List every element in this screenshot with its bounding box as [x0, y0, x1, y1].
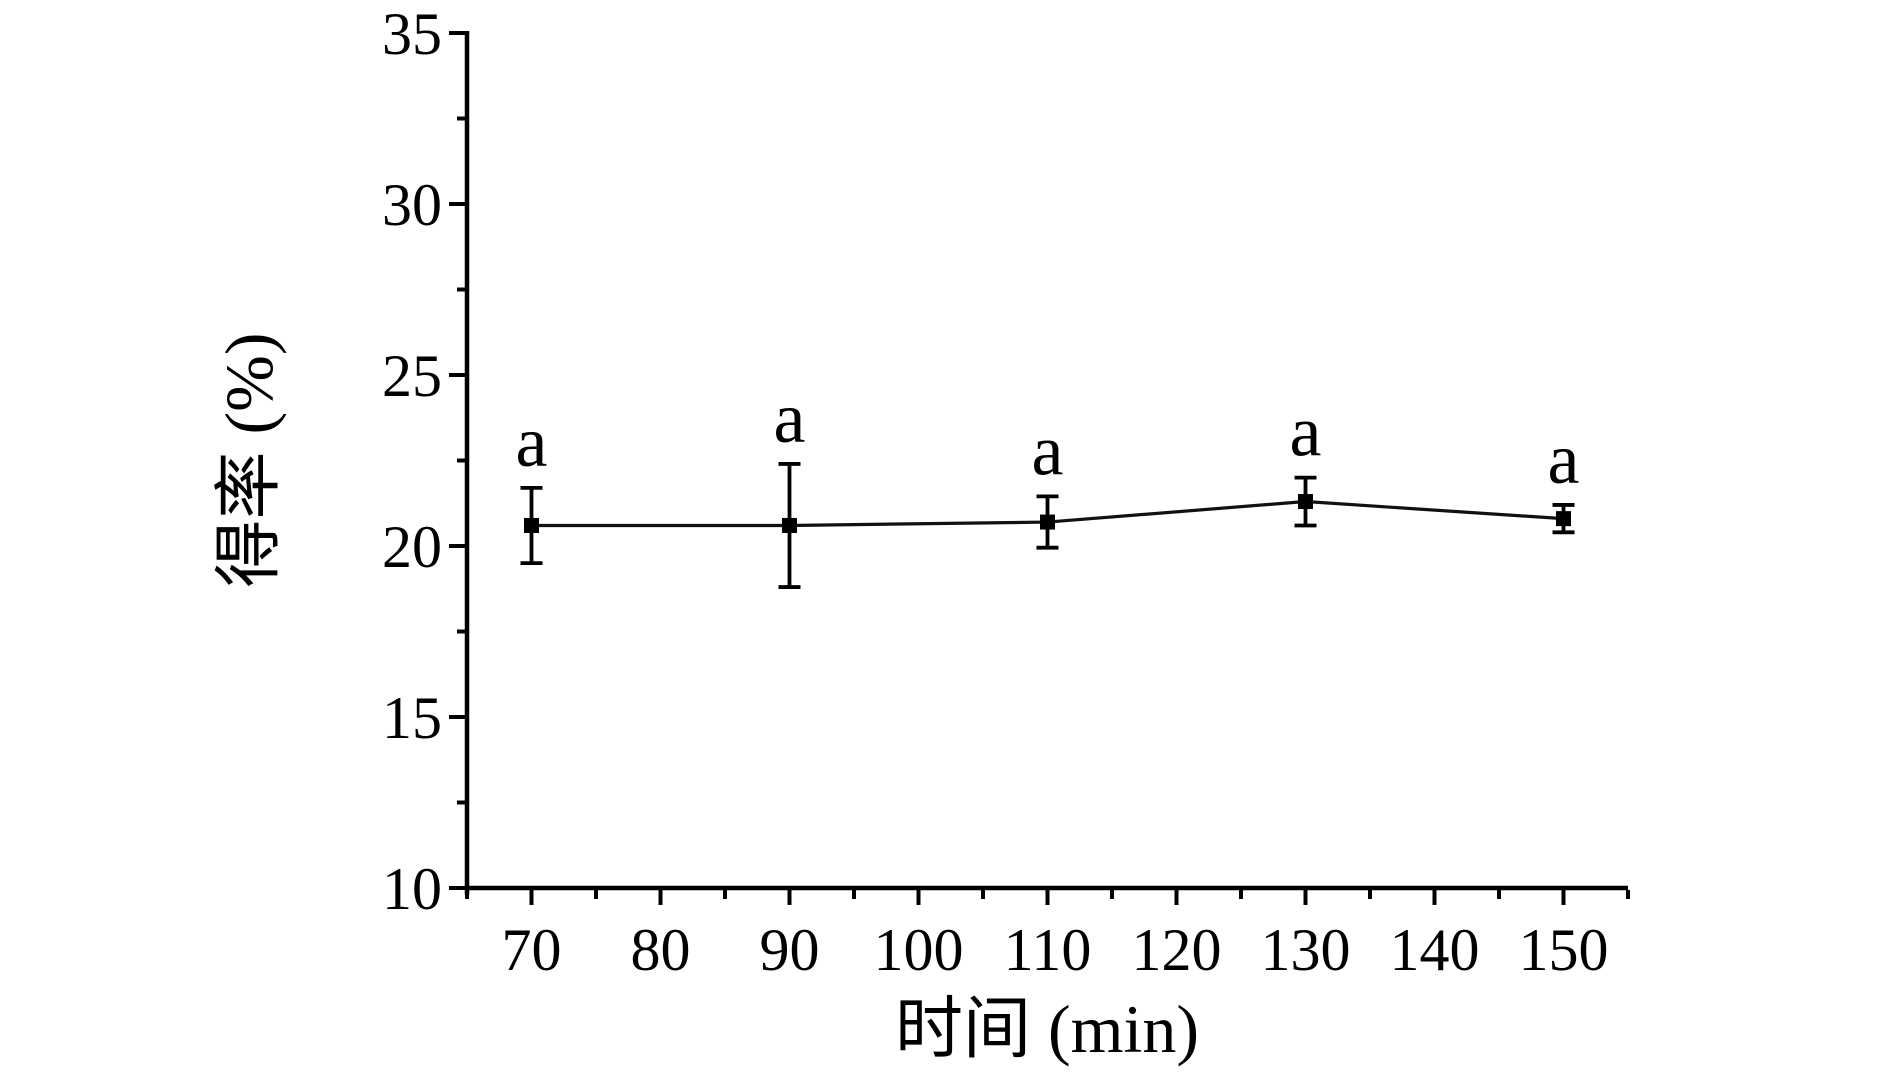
data-point-marker — [1040, 514, 1055, 530]
data-point-marker — [524, 517, 539, 533]
y-axis-tick-label: 20 — [382, 514, 442, 580]
x-axis-tick-label: 70 — [502, 917, 562, 983]
y-axis-title: 得率 (%) — [211, 333, 287, 588]
x-axis-tick-label: 90 — [760, 917, 820, 983]
x-axis-tick-label: 110 — [1004, 917, 1092, 983]
x-axis-tick-label: 80 — [631, 917, 691, 983]
x-axis-tick-label: 120 — [1132, 917, 1222, 983]
x-axis-tick-label: 130 — [1261, 917, 1351, 983]
tick-labels-layer: 70 80 90 100 110 120 130 140 150 10 15 20 25 30 35 — [382, 1, 1609, 983]
series-layer — [520, 462, 1575, 589]
significance-label: a — [1290, 392, 1322, 472]
significance-label: a — [516, 402, 548, 482]
data-point-marker — [1298, 494, 1313, 510]
axes-layer — [464, 31, 1628, 895]
y-axis-tick-label: 30 — [382, 172, 442, 238]
x-axis-tick-label: 100 — [874, 917, 964, 983]
x-axis-tick-label: 140 — [1390, 917, 1480, 983]
x-axis-title: 时间 (min) — [895, 991, 1199, 1067]
ticks-layer — [449, 31, 1630, 905]
data-point-marker — [782, 517, 797, 533]
significance-label: a — [774, 378, 806, 458]
x-axis-tick-label: 150 — [1519, 917, 1609, 983]
significance-label: a — [1032, 410, 1064, 490]
y-axis-tick-label: 10 — [382, 856, 442, 922]
y-axis-tick-label: 35 — [382, 1, 442, 67]
y-axis-tick-label: 25 — [382, 343, 442, 409]
data-point-marker — [1556, 511, 1571, 527]
y-axis-tick-label: 15 — [382, 685, 442, 751]
significance-label: a — [1548, 419, 1580, 499]
